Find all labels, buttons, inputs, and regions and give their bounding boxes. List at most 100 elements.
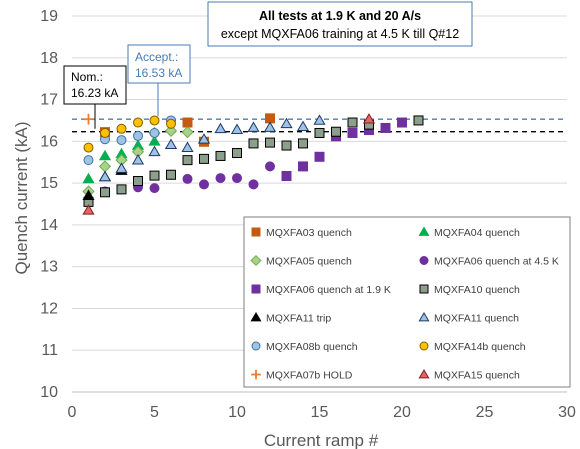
data-point: [199, 179, 209, 190]
data-point: [182, 155, 193, 166]
legend-label: MQXFA05 quench: [266, 256, 352, 268]
data-point: [265, 161, 275, 172]
data-point: [418, 311, 430, 322]
accept-label-box: [127, 44, 191, 84]
x-tick-label: 10: [228, 404, 246, 421]
series-11: [82, 113, 376, 215]
data-point: [148, 145, 161, 157]
data-point: [166, 118, 176, 129]
data-point: [314, 127, 325, 138]
data-point: [164, 124, 178, 137]
legend-entry: MQXFA06 quench at 4.5 K: [419, 256, 559, 268]
data-point: [149, 127, 160, 138]
data-point: [133, 176, 143, 187]
y-axis-title: Quench current (kA): [12, 121, 31, 274]
data-point: [149, 170, 160, 181]
data-point: [199, 153, 209, 164]
data-point: [181, 141, 194, 152]
data-point: [248, 179, 259, 190]
data-point: [214, 122, 227, 134]
data-point: [313, 114, 326, 125]
data-point: [164, 138, 178, 150]
legend-label: MQXFA04 quench: [434, 227, 520, 239]
data-point: [166, 169, 176, 180]
data-point: [281, 171, 292, 182]
data-point: [197, 133, 211, 144]
data-point: [83, 113, 94, 125]
data-point: [347, 117, 358, 128]
data-point: [347, 127, 358, 138]
data-point: [98, 160, 112, 173]
data-point: [397, 117, 407, 128]
data-point: [133, 130, 143, 141]
y-tick-label: 16: [40, 133, 58, 150]
data-point: [181, 126, 194, 139]
x-tick-label: 15: [311, 404, 329, 421]
data-point: [248, 138, 259, 149]
data-point: [247, 121, 260, 132]
axes: 10 11 12 13 14 15 16 17 18 19 0 5 10 15 20 25 30: [40, 8, 576, 421]
data-point: [298, 161, 308, 172]
legend-entry: MQXFA03 quench: [251, 227, 352, 239]
data-point: [413, 115, 424, 126]
series-9: [83, 115, 176, 153]
data-point: [281, 140, 292, 151]
reference-annotations: Nom.: 16.23 kA Accept.: 16.53 kA: [63, 44, 191, 129]
series-10: [83, 113, 94, 125]
data-point: [82, 172, 95, 184]
legend-entry: MQXFA04 quench: [418, 226, 520, 239]
data-point: [100, 187, 110, 198]
data-point: [116, 123, 127, 134]
legend-entry: MQXFA05 quench: [250, 254, 352, 268]
data-point: [265, 137, 275, 148]
legend-entry: MQXFA08b quench: [251, 341, 358, 353]
data-point: [419, 341, 429, 351]
data-point: [251, 284, 261, 294]
note-box: All tests at 1.9 K and 20 A/s except MQX…: [207, 1, 473, 47]
x-axis-title: Current ramp #: [264, 431, 379, 449]
data-point: [331, 126, 341, 137]
data-point: [250, 311, 262, 322]
legend-entry: MQXFA11 quench: [418, 311, 519, 325]
data-point: [100, 127, 110, 138]
data-point: [362, 113, 376, 124]
data-point: [98, 170, 112, 182]
data-point: [83, 142, 94, 153]
legend-entry: MQXFA07b HOLD: [251, 370, 353, 382]
data-point: [148, 135, 161, 146]
legend-label: MQXFA11 trip: [266, 313, 331, 325]
data-point: [182, 173, 193, 184]
series-5: [83, 115, 424, 207]
data-point: [182, 117, 193, 128]
data-point: [116, 135, 127, 146]
data-point: [419, 256, 429, 265]
data-point: [251, 227, 261, 237]
x-tick-label: 20: [393, 404, 411, 421]
data-point: [232, 173, 242, 184]
data-points: [82, 113, 424, 215]
nom-label-line: Nom.:: [71, 70, 103, 84]
y-tick-label: 14: [40, 217, 58, 234]
legend-entry: MQXFA14b quench: [419, 341, 526, 353]
data-point: [215, 173, 226, 184]
legend-label: MQXFA11 quench: [434, 313, 519, 325]
note-line-1: All tests at 1.9 K and 20 A/s: [259, 9, 421, 23]
data-point: [232, 148, 242, 159]
data-point: [116, 184, 127, 195]
series-1: [82, 135, 161, 184]
data-point: [215, 150, 226, 161]
data-point: [314, 151, 325, 162]
legend-label: MQXFA06 quench at 4.5 K: [434, 256, 559, 268]
data-point: [133, 117, 143, 128]
note-line-2: except MQXFA06 training at 4.5 K till Q#…: [221, 27, 459, 41]
legend-entry: MQXFA11 trip: [250, 311, 331, 325]
legend-entry: MQXFA06 quench at 1.9 K: [251, 284, 391, 296]
data-point: [83, 155, 94, 166]
data-point: [98, 149, 112, 161]
data-point: [149, 115, 160, 126]
nom-label-box: [63, 65, 127, 105]
data-point: [82, 204, 95, 215]
y-tick-label: 15: [40, 175, 58, 192]
y-tick-label: 19: [40, 8, 58, 25]
data-point: [250, 254, 262, 267]
